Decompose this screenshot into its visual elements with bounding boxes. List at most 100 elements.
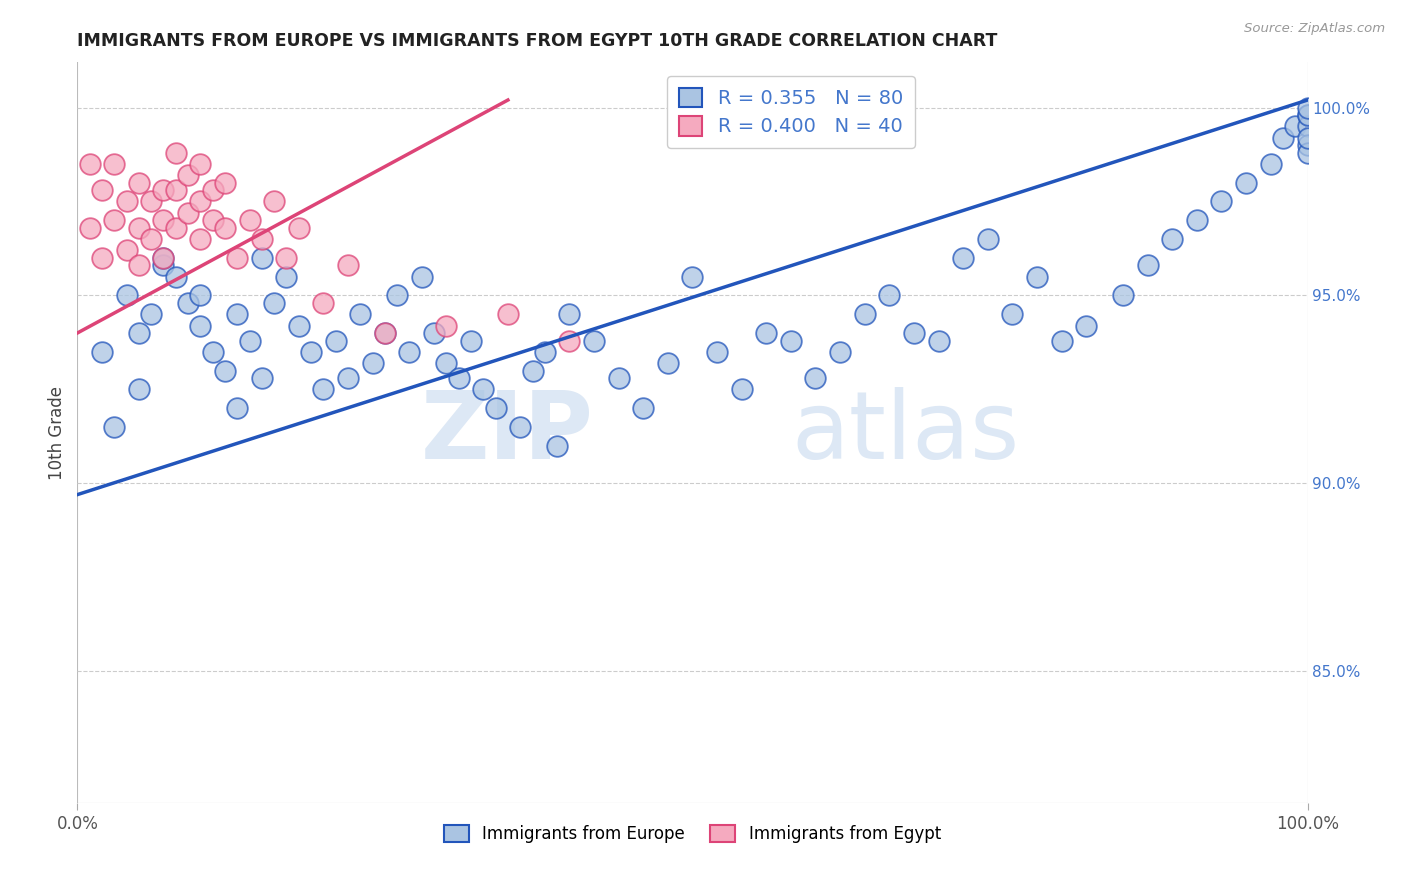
Point — [706, 344, 728, 359]
Point — [239, 213, 262, 227]
Point — [496, 307, 519, 321]
Point — [1296, 120, 1319, 134]
Point — [188, 318, 212, 333]
Point — [607, 371, 630, 385]
Point — [657, 356, 679, 370]
Point — [188, 232, 212, 246]
Point — [250, 251, 273, 265]
Point — [128, 176, 150, 190]
Point — [1076, 318, 1098, 333]
Point — [79, 157, 101, 171]
Point — [903, 326, 925, 340]
Point — [755, 326, 778, 340]
Point — [288, 318, 311, 333]
Point — [1136, 259, 1159, 273]
Point — [188, 288, 212, 302]
Point — [583, 334, 606, 348]
Point — [447, 371, 470, 385]
Point — [177, 206, 200, 220]
Point — [214, 176, 236, 190]
Point — [780, 334, 803, 348]
Point — [460, 334, 482, 348]
Text: IMMIGRANTS FROM EUROPE VS IMMIGRANTS FROM EGYPT 10TH GRADE CORRELATION CHART: IMMIGRANTS FROM EUROPE VS IMMIGRANTS FRO… — [77, 32, 998, 50]
Text: ZIP: ZIP — [422, 386, 595, 479]
Point — [385, 288, 409, 302]
Point — [374, 326, 396, 340]
Point — [977, 232, 1000, 246]
Point — [1161, 232, 1184, 246]
Point — [928, 334, 950, 348]
Point — [1272, 130, 1295, 145]
Point — [214, 220, 236, 235]
Point — [509, 420, 531, 434]
Point — [349, 307, 371, 321]
Point — [830, 344, 852, 359]
Point — [1234, 176, 1257, 190]
Point — [337, 371, 360, 385]
Point — [263, 296, 285, 310]
Point — [201, 213, 224, 227]
Point — [534, 344, 557, 359]
Point — [152, 183, 174, 197]
Text: atlas: atlas — [792, 386, 1019, 479]
Point — [90, 251, 114, 265]
Point — [239, 334, 262, 348]
Point — [1112, 288, 1135, 302]
Point — [398, 344, 420, 359]
Point — [141, 307, 163, 321]
Point — [1296, 108, 1319, 122]
Point — [1296, 130, 1319, 145]
Point — [188, 157, 212, 171]
Point — [312, 383, 335, 397]
Point — [103, 420, 125, 434]
Point — [141, 194, 163, 209]
Point — [188, 194, 212, 209]
Point — [226, 401, 249, 416]
Point — [436, 356, 458, 370]
Point — [1260, 157, 1282, 171]
Point — [250, 371, 273, 385]
Point — [288, 220, 311, 235]
Point — [1284, 120, 1306, 134]
Point — [299, 344, 322, 359]
Point — [952, 251, 974, 265]
Point — [853, 307, 876, 321]
Point — [374, 326, 396, 340]
Point — [522, 363, 544, 377]
Point — [1001, 307, 1024, 321]
Point — [485, 401, 508, 416]
Point — [128, 259, 150, 273]
Point — [1185, 213, 1208, 227]
Point — [79, 220, 101, 235]
Point — [128, 220, 150, 235]
Point — [226, 307, 249, 321]
Point — [115, 244, 138, 258]
Point — [128, 383, 150, 397]
Point — [682, 269, 704, 284]
Point — [633, 401, 655, 416]
Point — [103, 213, 125, 227]
Point — [250, 232, 273, 246]
Point — [165, 183, 187, 197]
Point — [1296, 138, 1319, 153]
Point — [558, 334, 581, 348]
Point — [546, 439, 568, 453]
Point — [128, 326, 150, 340]
Point — [411, 269, 433, 284]
Point — [472, 383, 495, 397]
Text: Source: ZipAtlas.com: Source: ZipAtlas.com — [1244, 22, 1385, 36]
Point — [558, 307, 581, 321]
Point — [103, 157, 125, 171]
Point — [804, 371, 827, 385]
Point — [1296, 145, 1319, 160]
Point — [115, 288, 138, 302]
Point — [436, 318, 458, 333]
Point — [165, 145, 187, 160]
Point — [337, 259, 360, 273]
Point — [312, 296, 335, 310]
Point — [276, 269, 298, 284]
Point — [177, 296, 200, 310]
Point — [276, 251, 298, 265]
Point — [201, 344, 224, 359]
Point — [152, 251, 174, 265]
